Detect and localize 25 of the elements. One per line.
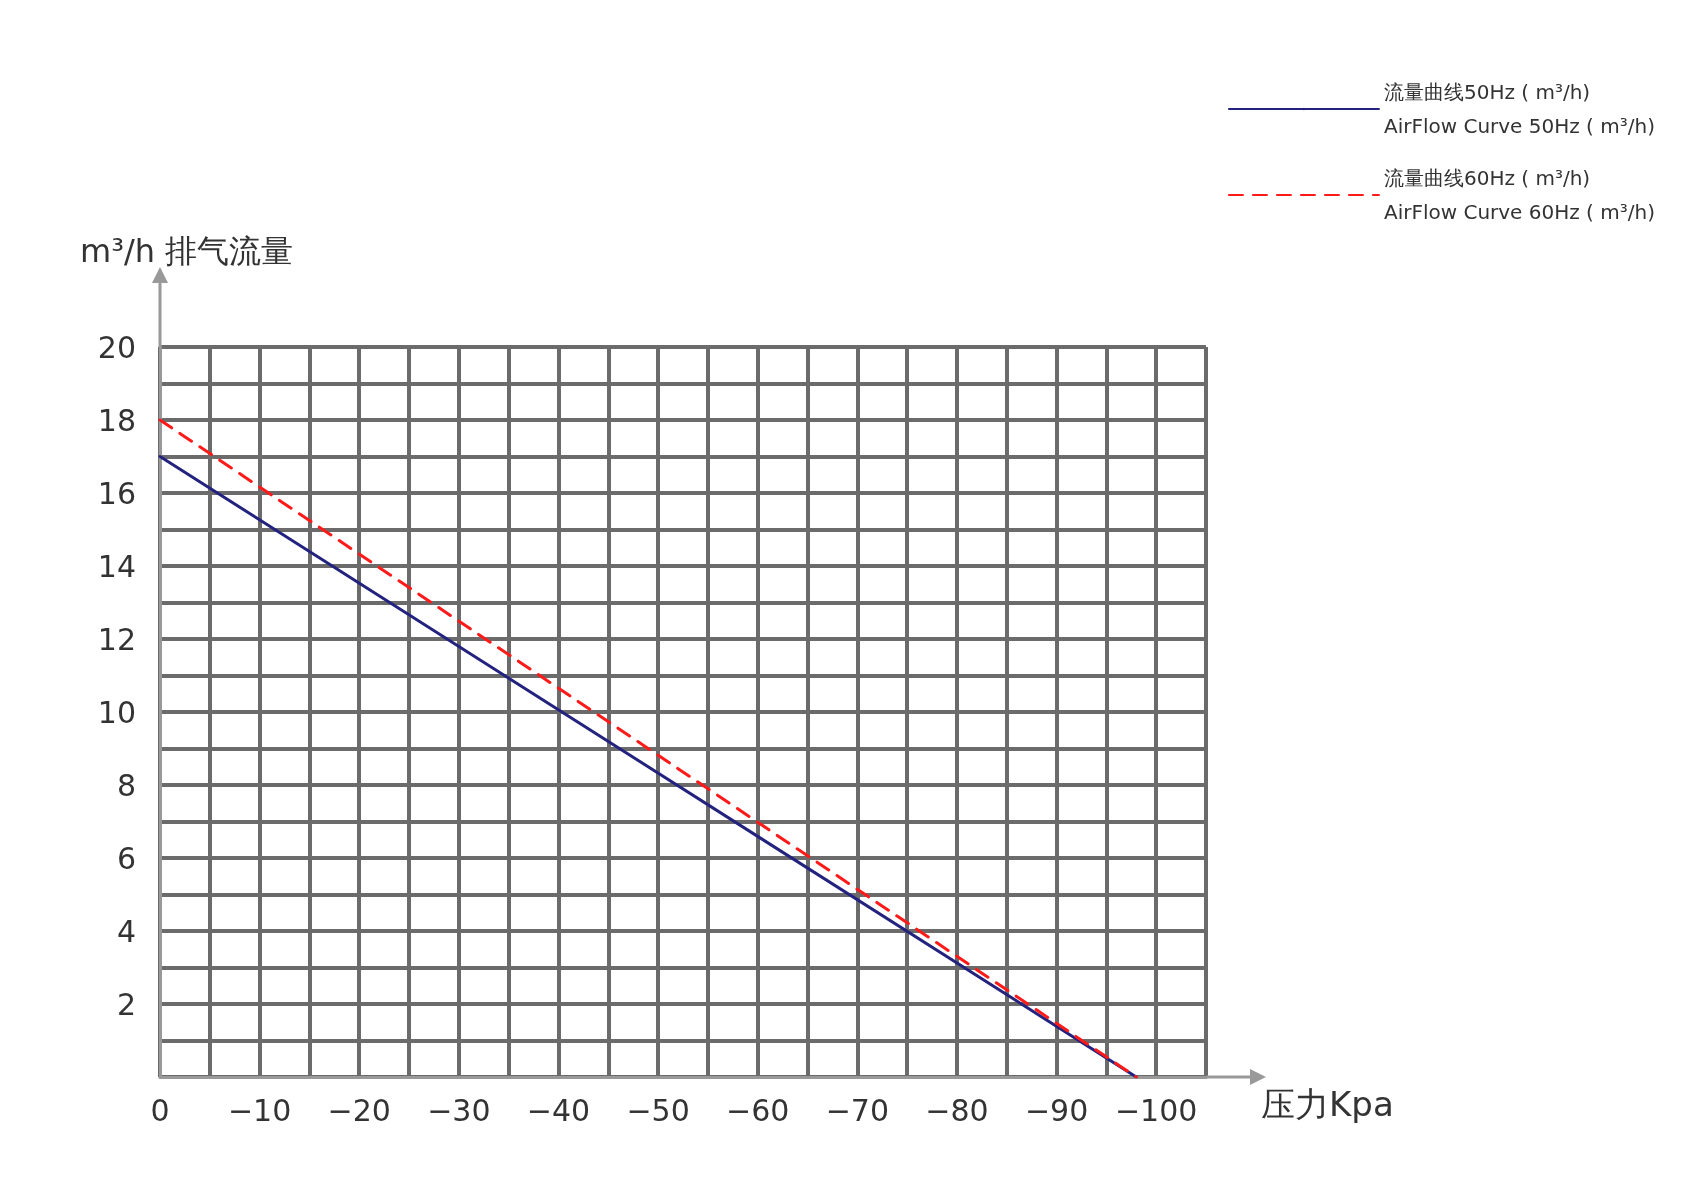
y-tick-label: 10 [97, 694, 136, 730]
y-tick-label: 2 [116, 986, 136, 1022]
x-tick-label: 0 [150, 1092, 170, 1128]
x-tick-label: −90 [1024, 1092, 1089, 1128]
y-tick-label: 8 [116, 767, 136, 803]
x-tick-label: −20 [327, 1092, 391, 1128]
y-axis-title: m³/h 排气流量 [80, 232, 294, 270]
x-axis-title: 压力Kpa [1261, 1084, 1394, 1124]
text: 流量曲线60Hz ( m³/h) AirFlow Curve 60Hz ( m³/h) [1383, 166, 1656, 224]
x-tick-label: −80 [925, 1092, 989, 1128]
x-tick-label: −100 [1114, 1092, 1198, 1128]
y-tick-label: 14 [97, 548, 136, 584]
y-tick-label: 12 [97, 621, 136, 657]
x-tick-label: −50 [626, 1092, 690, 1128]
x-tick-label: −40 [526, 1092, 591, 1128]
text: 流量曲线50Hz ( m³/h) AirFlow Curve 50Hz ( m³/h) [1383, 80, 1656, 138]
x-tick-label: −60 [726, 1092, 790, 1128]
x-tick-label: −70 [825, 1092, 889, 1128]
x-tick-label: −30 [427, 1092, 491, 1128]
y-tick-label: 20 [97, 329, 136, 365]
y-tick-label: 6 [116, 840, 136, 876]
y-tick-label: 16 [97, 475, 136, 511]
y-tick-label: 4 [116, 913, 136, 949]
y-tick-label: 18 [97, 402, 136, 438]
x-tick-label: −10 [227, 1092, 292, 1128]
